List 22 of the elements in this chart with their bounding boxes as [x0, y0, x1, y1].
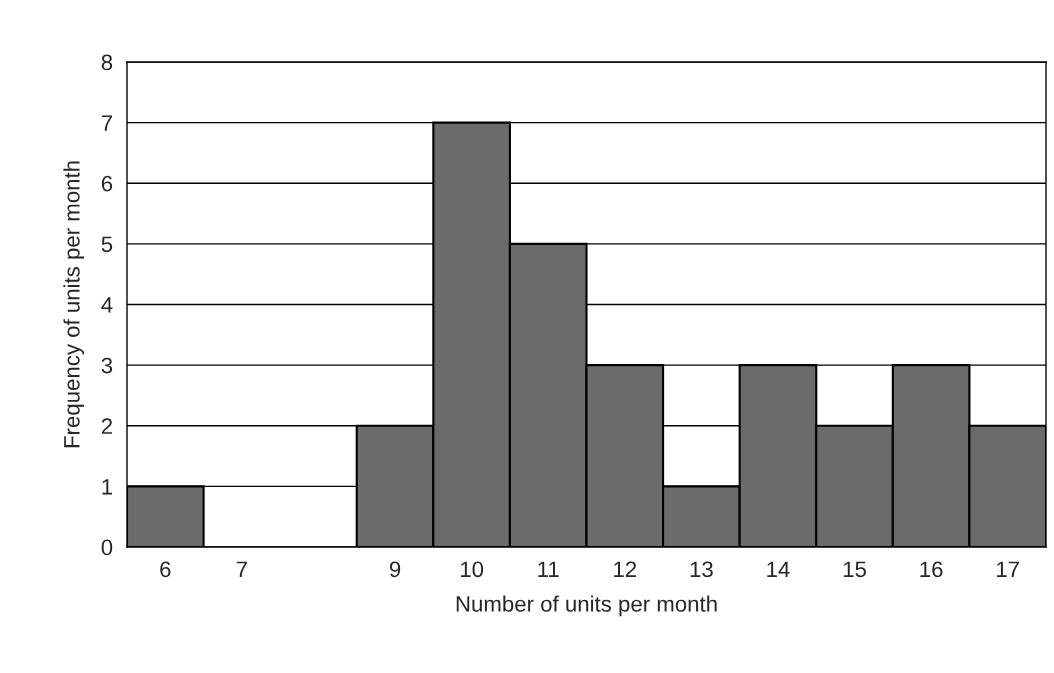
x-tick-label: 7 [236, 561, 247, 577]
x-tick-label: 11 [538, 561, 559, 577]
x-tick-label: 12 [614, 561, 637, 577]
y-tick-label: 4 [101, 297, 113, 313]
x-tick-label: 14 [767, 561, 790, 577]
y-tick-label: 2 [101, 418, 112, 434]
x-tick-label: 6 [160, 561, 171, 578]
x-tick-label: 9 [389, 561, 401, 578]
y-tick-label: 5 [101, 236, 113, 253]
y-tick-label: 8 [101, 54, 113, 71]
x-tick-label: 17 [997, 561, 1019, 577]
y-tick-label: 1 [102, 479, 113, 495]
x-tick-label: 10 [460, 561, 484, 578]
x-tick-label: 16 [920, 561, 943, 578]
y-tick-label: 3 [101, 357, 113, 374]
y-tick-label: 0 [101, 539, 113, 556]
y-tick-label: 6 [101, 175, 113, 192]
x-axis-title: Number of units per month [456, 595, 717, 617]
x-tick-label: 13 [690, 561, 713, 578]
y-tick-label: 7 [101, 115, 112, 131]
y-axis-title: Frequency of units per month [63, 161, 85, 448]
x-tick-label: 15 [843, 561, 866, 578]
